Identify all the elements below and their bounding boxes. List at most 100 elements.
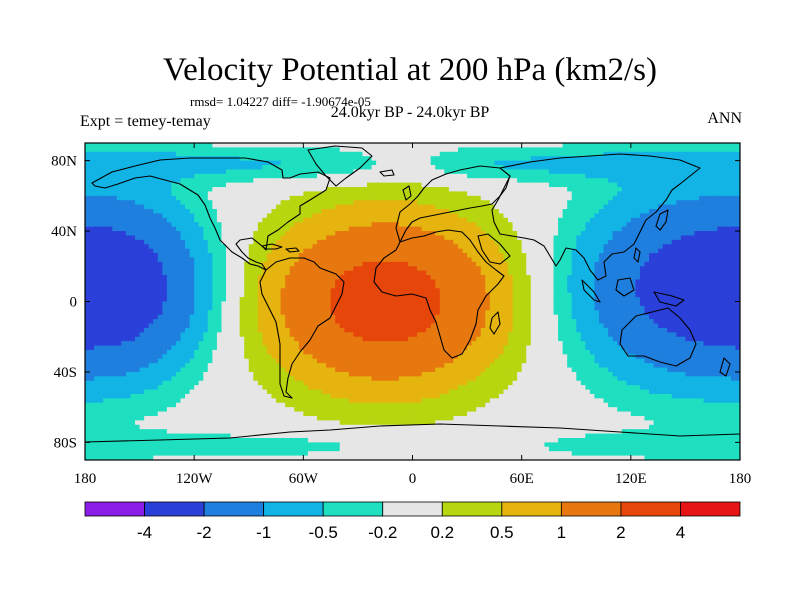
- field-cell: [389, 147, 395, 153]
- field-cell: [235, 187, 241, 193]
- field-cell: [276, 248, 282, 254]
- field-cell: [285, 169, 291, 175]
- field-cell: [721, 147, 727, 153]
- field-cell: [94, 257, 100, 263]
- field-cell: [121, 279, 127, 285]
- field-cell: [266, 283, 273, 289]
- field-cell: [330, 275, 336, 281]
- field-cell: [453, 266, 459, 272]
- field-cell: [271, 270, 277, 276]
- field-cell: [517, 173, 523, 179]
- field-cell: [116, 266, 122, 272]
- field-cell: [289, 244, 295, 250]
- field-cell: [435, 231, 441, 237]
- field-cell: [353, 217, 359, 223]
- field-cell: [103, 257, 109, 263]
- field-cell: [144, 279, 150, 285]
- field-cell: [348, 143, 354, 148]
- field-cell: [726, 173, 732, 179]
- field-cell: [235, 151, 241, 157]
- field-cell: [226, 151, 232, 157]
- field-cell: [485, 195, 491, 201]
- field-cell: [266, 204, 273, 210]
- field-cell: [667, 151, 673, 157]
- field-cell: [148, 143, 154, 148]
- field-cell: [262, 165, 268, 171]
- field-cell: [412, 288, 418, 294]
- field-cell: [330, 279, 336, 285]
- field-cell: [512, 143, 518, 148]
- field-cell: [498, 275, 505, 281]
- field-cell: [708, 253, 714, 259]
- field-cell: [539, 143, 546, 148]
- field-cell: [189, 151, 195, 157]
- field-cell: [521, 182, 527, 188]
- field-cell: [194, 235, 200, 241]
- field-cell: [285, 235, 291, 241]
- field-cell: [649, 257, 655, 263]
- field-cell: [653, 147, 659, 153]
- field-cell: [530, 244, 536, 250]
- field-cell: [680, 204, 687, 210]
- field-cell: [226, 156, 232, 162]
- field-cell: [198, 209, 204, 215]
- field-cell: [175, 182, 182, 188]
- field-cell: [444, 226, 450, 232]
- field-cell: [448, 187, 455, 193]
- field-cell: [480, 165, 486, 171]
- field-cell: [266, 151, 273, 157]
- field-cell: [389, 151, 395, 157]
- field-cell: [676, 270, 682, 276]
- field-cell: [585, 231, 591, 237]
- field-cell: [153, 248, 159, 254]
- field-cell: [89, 226, 95, 232]
- field-cell: [571, 178, 577, 184]
- field-cell: [476, 143, 482, 148]
- field-cell: [699, 169, 705, 175]
- field-cell: [298, 143, 304, 148]
- field-cell: [125, 217, 132, 223]
- field-cell: [271, 288, 277, 294]
- field-cell: [230, 288, 236, 294]
- field-cell: [276, 173, 282, 179]
- field-cell: [344, 244, 350, 250]
- field-cell: [530, 283, 536, 289]
- field-cell: [380, 182, 386, 188]
- field-cell: [589, 253, 596, 259]
- field-cell: [689, 165, 696, 171]
- field-cell: [203, 235, 209, 241]
- field-cell: [353, 244, 359, 250]
- field-cell: [494, 253, 500, 259]
- field-cell: [235, 200, 241, 206]
- field-cell: [380, 178, 386, 184]
- field-cell: [112, 143, 118, 148]
- field-cell: [612, 275, 618, 281]
- field-cell: [157, 200, 163, 206]
- field-cell: [135, 178, 141, 184]
- field-cell: [385, 226, 391, 232]
- field-cell: [544, 253, 550, 259]
- field-cell: [194, 165, 200, 171]
- field-cell: [617, 213, 623, 219]
- field-cell: [639, 156, 646, 162]
- field-cell: [289, 239, 295, 245]
- field-cell: [344, 200, 350, 206]
- field-cell: [248, 178, 254, 184]
- field-cell: [239, 244, 245, 250]
- field-cell: [185, 191, 191, 197]
- field-cell: [362, 261, 368, 267]
- field-cell: [148, 239, 154, 245]
- field-cell: [498, 195, 505, 201]
- field-cell: [480, 217, 486, 223]
- field-cell: [548, 169, 555, 175]
- chart-title: Velocity Potential at 200 hPa (km2/s): [162, 52, 658, 88]
- field-cell: [567, 283, 573, 289]
- field-cell: [612, 266, 618, 272]
- field-cell: [585, 147, 591, 153]
- field-cell: [85, 187, 91, 193]
- field-cell: [717, 248, 723, 254]
- field-cell: [316, 292, 323, 298]
- field-cell: [335, 191, 341, 197]
- field-cell: [717, 253, 723, 259]
- field-cell: [721, 226, 727, 232]
